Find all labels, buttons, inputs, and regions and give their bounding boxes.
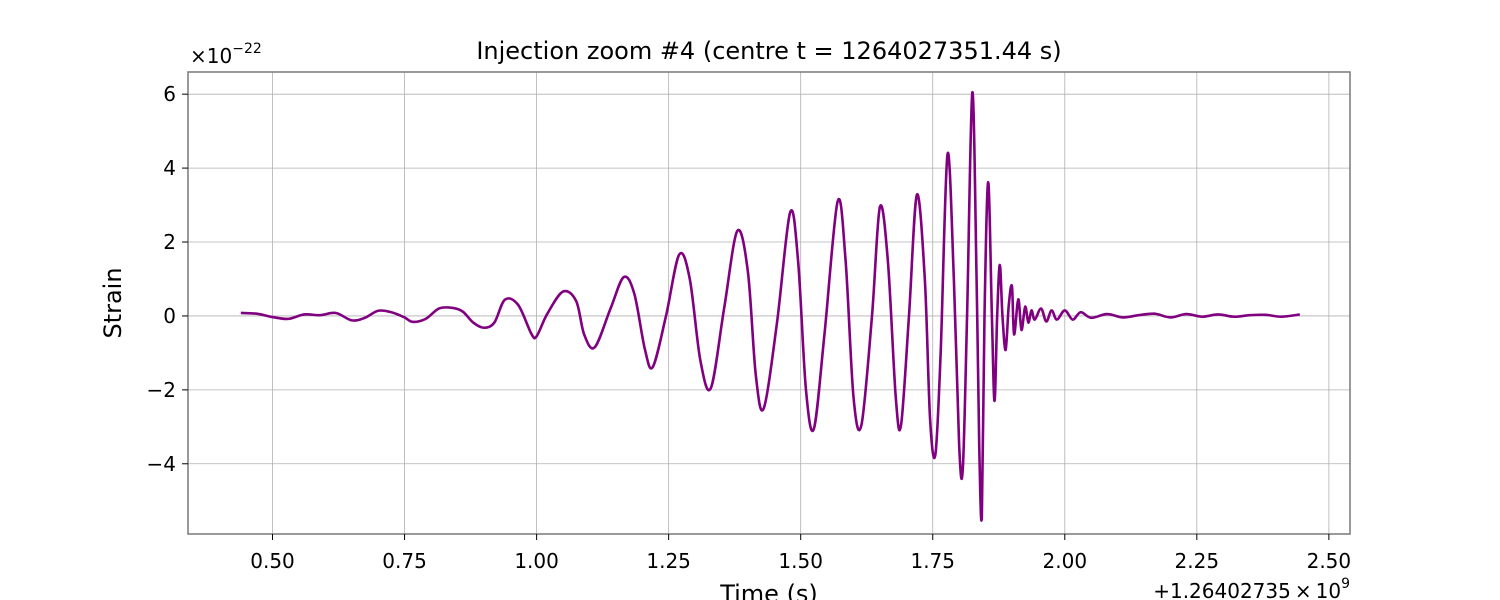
x-tick-label: 1.25	[646, 549, 691, 573]
x-tick-label: 0.75	[382, 549, 427, 573]
y-scale-factor: ×10−22	[190, 41, 262, 68]
grid	[188, 72, 1350, 534]
x-tick-label: 2.50	[1307, 549, 1352, 573]
y-tick-label: 6	[163, 82, 176, 106]
y-tick-label: −2	[147, 378, 176, 402]
plot-area	[240, 91, 1300, 522]
x-tick-label: 0.50	[250, 549, 295, 573]
x-offset-text: +1.26402735 × 109	[1153, 576, 1350, 600]
x-tick-label: 1.75	[910, 549, 955, 573]
x-tick-label: 1.50	[778, 549, 823, 573]
y-tick-label: 2	[163, 230, 176, 254]
y-axis: 6 4 2 0 −2 −4	[147, 82, 188, 476]
plot-frame	[187, 71, 1351, 535]
x-tick-label: 2.25	[1175, 549, 1220, 573]
y-tick-label: −4	[147, 452, 176, 476]
x-axis: 0.50 0.75 1.00 1.25 1.50 1.75 2.00 2.25 2.50	[250, 534, 1351, 573]
chart-title: Injection zoom #4 (centre t = 1264027351…	[476, 37, 1061, 65]
strain-series-line	[240, 91, 1300, 522]
x-tick-label: 2.00	[1043, 549, 1088, 573]
x-tick-label: 1.00	[514, 549, 559, 573]
y-tick-label: 0	[163, 304, 176, 328]
y-tick-label: 4	[163, 156, 176, 180]
y-axis-label: Strain	[99, 267, 127, 338]
x-axis-label: Time (s)	[719, 580, 818, 600]
